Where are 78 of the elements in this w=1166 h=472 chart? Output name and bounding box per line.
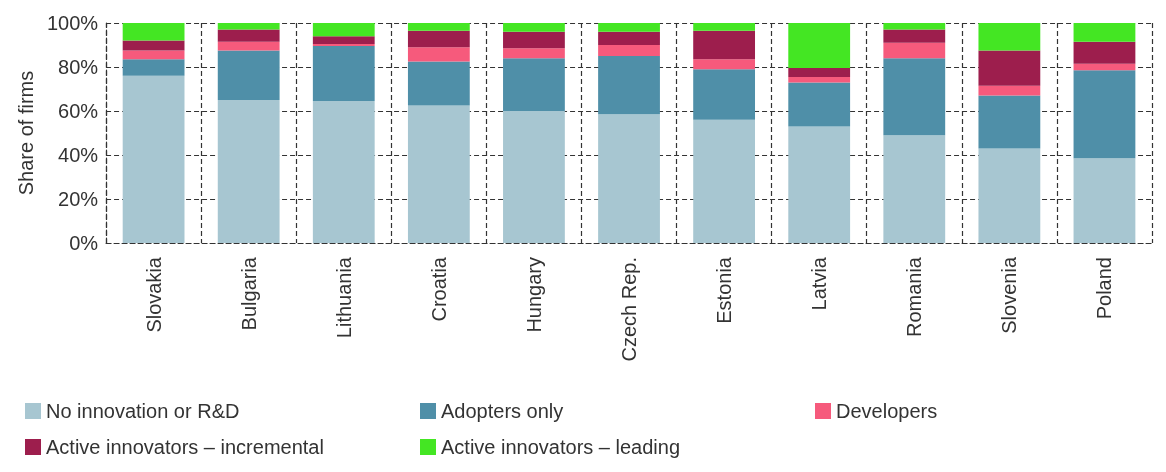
bar: [407, 23, 470, 31]
bar: [883, 42, 946, 59]
legend-label: No innovation or R&D: [46, 400, 240, 422]
bar: [978, 85, 1041, 96]
bar: [503, 48, 565, 59]
bar: [217, 23, 280, 30]
bar: [978, 95, 1041, 149]
x-tick-label: Romania: [903, 256, 926, 338]
bar: [693, 30, 756, 60]
bar: [693, 59, 756, 70]
bar: [1073, 63, 1136, 71]
y-tick-label: 40%: [58, 144, 99, 166]
bar: [122, 75, 185, 243]
y-tick-label: 100%: [46, 12, 99, 34]
y-tick-label: 60%: [58, 100, 99, 122]
bar: [122, 23, 185, 41]
bar: [978, 148, 1041, 243]
bar: [978, 50, 1041, 86]
bar: [598, 31, 660, 45]
bar: [217, 41, 280, 51]
legend-label: Adopters only: [441, 400, 564, 422]
bar: [883, 23, 946, 30]
bar: [407, 61, 470, 106]
bar: [693, 69, 756, 120]
bar: [598, 56, 660, 115]
bar: [1073, 23, 1136, 42]
bar: [122, 50, 185, 60]
bar: [407, 47, 470, 62]
x-tick-label: Slovakia: [142, 256, 165, 333]
bar: [407, 105, 470, 243]
bar: [598, 23, 660, 32]
bar: [788, 68, 851, 77]
bar: [312, 46, 375, 102]
bar: [883, 58, 946, 136]
x-tick-label: Estonia: [713, 256, 736, 324]
bar: [598, 114, 660, 243]
bar: [883, 135, 946, 243]
y-axis-title: Share of firms: [15, 70, 37, 196]
bar: [217, 50, 280, 100]
bar: [693, 23, 756, 31]
bar: [978, 23, 1041, 51]
legend-label: Developers: [836, 400, 938, 422]
y-tick-label: 0%: [69, 232, 99, 254]
x-tick-label: Poland: [1093, 257, 1116, 320]
bar: [1073, 158, 1136, 243]
y-tick-label: 20%: [58, 188, 99, 210]
x-tick-label: Croatia: [427, 256, 450, 322]
x-tick-label: Hungary: [522, 257, 545, 333]
x-tick-label: Czech Rep.: [618, 257, 641, 362]
bar: [503, 111, 565, 243]
bar: [122, 40, 185, 51]
bar: [788, 76, 851, 83]
bar: [503, 23, 565, 32]
bar: [217, 29, 280, 42]
bar: [788, 82, 851, 127]
bar: [407, 30, 470, 48]
x-tick-label: Latvia: [808, 256, 831, 311]
bar: [312, 23, 375, 37]
bar: [503, 58, 565, 111]
bar: [217, 100, 280, 243]
y-tick-label: 80%: [58, 56, 99, 78]
legend-label: Active innovators – leading: [441, 436, 681, 458]
bar: [312, 36, 375, 44]
bar: [503, 31, 565, 49]
bar: [788, 126, 851, 243]
bar: [693, 119, 756, 243]
bar: [883, 29, 946, 43]
x-tick-label: Lithuania: [332, 256, 355, 339]
bar: [1073, 70, 1136, 159]
bar: [312, 101, 375, 243]
bar: [1073, 41, 1136, 64]
legend-label: Active innovators – incremental: [46, 436, 324, 458]
x-tick-label: Bulgaria: [237, 256, 260, 331]
bar: [788, 23, 851, 69]
x-tick-label: Slovenia: [998, 256, 1021, 334]
bar: [122, 59, 185, 76]
bar: [312, 43, 375, 47]
bar: [598, 45, 660, 56]
